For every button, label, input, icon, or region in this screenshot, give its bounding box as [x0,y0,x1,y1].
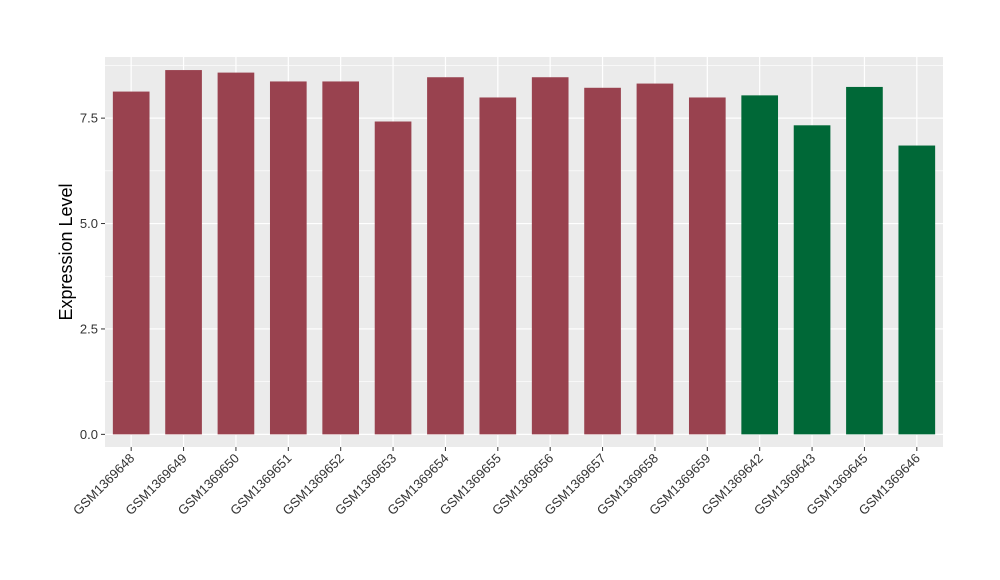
bar [741,95,779,435]
bars [112,70,936,435]
bar [374,121,412,435]
y-tick-label: 5.0 [80,216,98,231]
y-axis-title: Expression Level [56,183,76,320]
bar [112,91,150,435]
bar [898,145,936,435]
y-tick-label: 0.0 [80,427,98,442]
bar [584,87,621,435]
bar [322,81,360,435]
y-tick-label: 2.5 [80,321,98,336]
bar [427,77,464,435]
bar [531,77,569,435]
bar [269,81,307,435]
bar [636,83,674,435]
bar [479,97,517,435]
y-tick-label: 7.5 [80,111,98,126]
bar [846,86,883,435]
bar [688,97,726,435]
bar [793,125,831,435]
bar [217,72,255,435]
bar [165,70,202,435]
